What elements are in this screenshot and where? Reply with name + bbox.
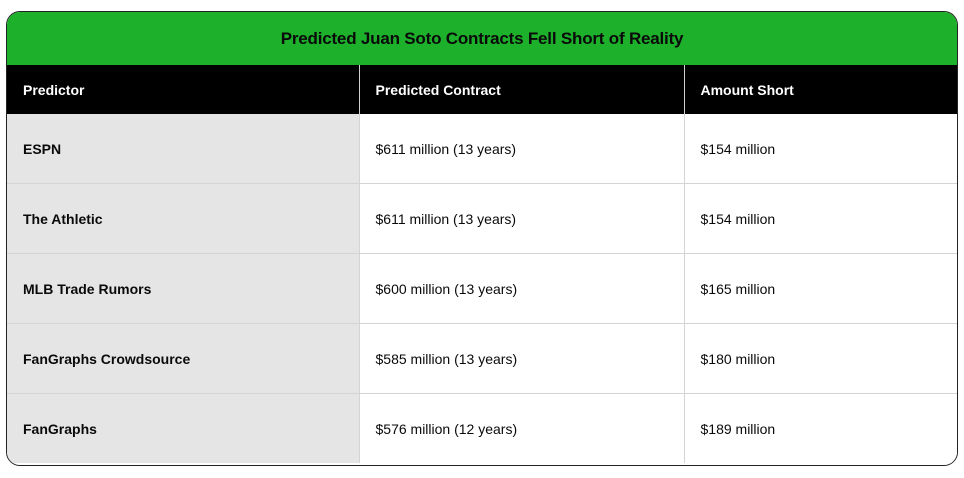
table-row: MLB Trade Rumors $600 million (13 years)… xyxy=(7,253,957,324)
amount-short-cell: $154 million xyxy=(683,114,957,184)
header-row: Predictor Predicted Contract Amount Shor… xyxy=(7,65,957,114)
predicted-contract-cell: $611 million (13 years) xyxy=(358,183,684,254)
amount-short-cell: $165 million xyxy=(683,253,957,324)
column-header-predictor: Predictor xyxy=(7,65,359,114)
amount-short-cell: $189 million xyxy=(683,393,957,463)
predicted-contract-cell: $576 million (12 years) xyxy=(358,393,684,463)
table-row: ESPN $611 million (13 years) $154 millio… xyxy=(7,114,957,184)
predictor-cell: The Athletic xyxy=(7,183,359,254)
predictor-cell: FanGraphs Crowdsource xyxy=(7,323,359,394)
column-header-predicted-contract: Predicted Contract xyxy=(358,65,684,114)
predicted-contract-cell: $585 million (13 years) xyxy=(358,323,684,394)
table-title: Predicted Juan Soto Contracts Fell Short… xyxy=(280,28,684,48)
table-row: FanGraphs $576 million (12 years) $189 m… xyxy=(7,393,957,463)
column-header-amount-short: Amount Short xyxy=(683,65,957,114)
table-row: FanGraphs Crowdsource $585 million (13 y… xyxy=(7,323,957,394)
predictor-cell: MLB Trade Rumors xyxy=(7,253,359,324)
amount-short-cell: $180 million xyxy=(683,323,957,394)
amount-short-cell: $154 million xyxy=(683,183,957,254)
predictor-cell: ESPN xyxy=(7,114,359,184)
table-row: The Athletic $611 million (13 years) $15… xyxy=(7,183,957,254)
data-table: Predictor Predicted Contract Amount Shor… xyxy=(7,65,957,463)
predictor-cell: FanGraphs xyxy=(7,393,359,463)
table-card: Predicted Juan Soto Contracts Fell Short… xyxy=(6,11,958,466)
title-bar: Predicted Juan Soto Contracts Fell Short… xyxy=(7,12,957,65)
predicted-contract-cell: $600 million (13 years) xyxy=(358,253,684,324)
predicted-contract-cell: $611 million (13 years) xyxy=(358,114,684,184)
